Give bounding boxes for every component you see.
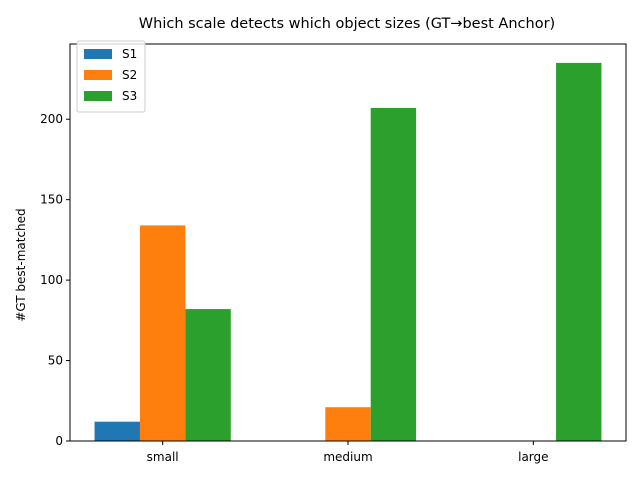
y-tick-label-0: 0 xyxy=(55,434,63,448)
bar-s3-large xyxy=(556,62,602,442)
y-tick-label-200: 200 xyxy=(40,112,63,126)
bar-s1-small xyxy=(94,421,140,441)
y-tick-label-150: 150 xyxy=(40,193,63,207)
x-tick-label-small: small xyxy=(147,450,179,464)
bar-s2-small xyxy=(139,225,186,441)
chart-title: Which scale detects which object sizes (… xyxy=(139,16,555,32)
y-axis-label: #GT best-matched xyxy=(14,208,28,321)
x-tick-label-medium: medium xyxy=(323,450,372,464)
legend-label-s2: S2 xyxy=(122,68,137,82)
y-tick-label-100: 100 xyxy=(40,273,63,287)
legend-label-s1: S1 xyxy=(122,47,137,61)
legend-label-s3: S3 xyxy=(122,89,137,103)
x-tick-label-large: large xyxy=(518,450,548,464)
bar-s2-medium xyxy=(325,407,371,441)
bar-s3-small xyxy=(185,309,231,441)
legend-swatch-s2 xyxy=(84,70,112,80)
legend: S1 S2 S3 xyxy=(76,40,146,113)
bar-s3-medium xyxy=(370,107,417,441)
legend-swatch-s3 xyxy=(84,91,112,101)
legend-swatch-s1 xyxy=(84,49,112,59)
plot-area: 0 50 100 150 200 small medium large xyxy=(40,43,627,464)
y-tick-label-50: 50 xyxy=(48,354,63,368)
